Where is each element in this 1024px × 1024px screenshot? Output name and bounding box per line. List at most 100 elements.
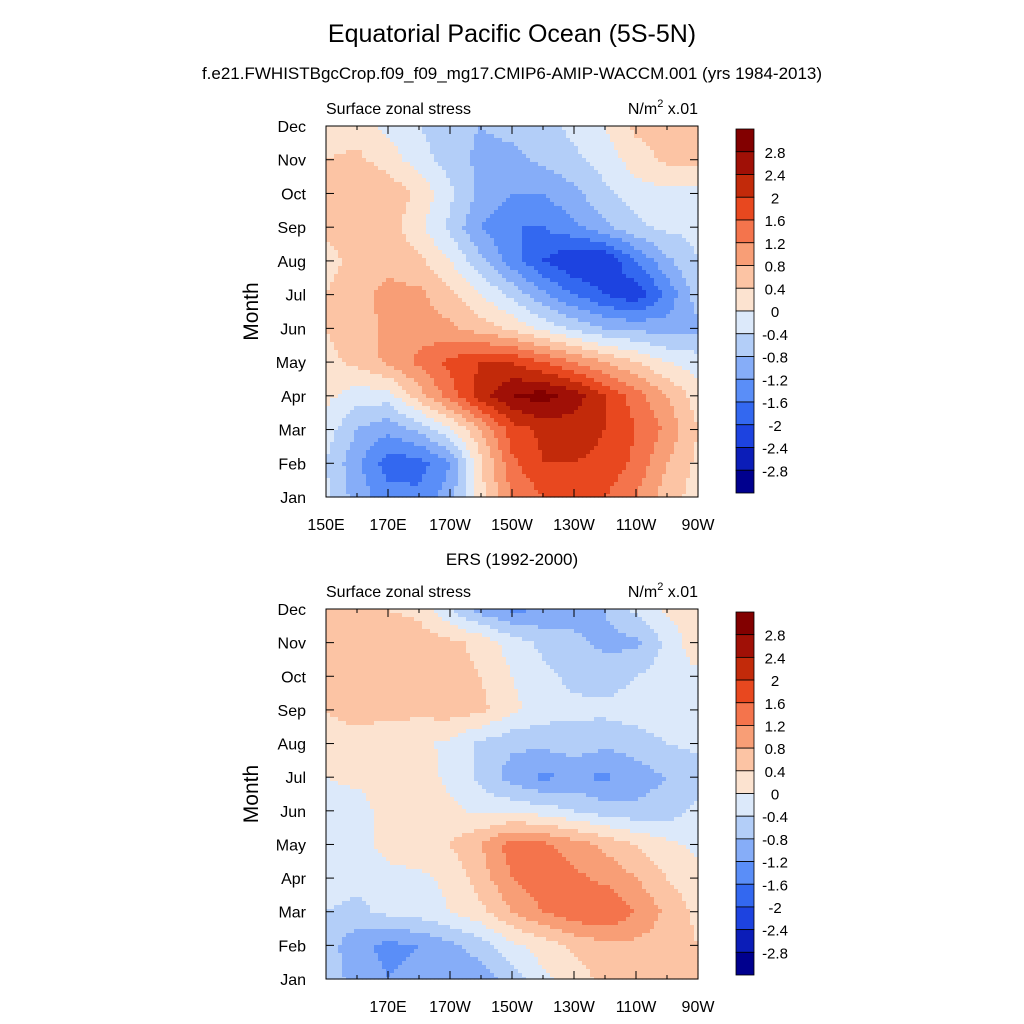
contour-cell: [430, 198, 435, 203]
contour-cell: [482, 286, 487, 291]
contour-cell: [466, 206, 471, 211]
contour-cell: [662, 158, 667, 163]
contour-cell: [334, 126, 339, 131]
contour-cell: [478, 178, 483, 183]
contour-cell: [562, 286, 567, 291]
contour-cell: [338, 178, 343, 183]
contour-cell: [650, 154, 655, 159]
contour-cell: [538, 338, 543, 343]
contour-cell: [658, 258, 663, 263]
contour-cell: [558, 286, 563, 291]
contour-cell: [374, 158, 379, 163]
contour-cell: [470, 222, 475, 227]
contour-cell: [398, 146, 403, 151]
contour-cell: [338, 262, 343, 267]
contour-cell: [602, 174, 607, 179]
contour-cell: [650, 198, 655, 203]
contour-cell: [566, 282, 571, 287]
contour-cell: [634, 194, 639, 199]
contour-cell: [502, 322, 507, 327]
contour-cell: [598, 250, 603, 255]
contour-cell: [602, 290, 607, 295]
contour-cell: [670, 290, 675, 295]
contour-cell: [518, 182, 523, 187]
contour-cell: [406, 238, 411, 243]
contour-cell: [414, 242, 419, 247]
contour-cell: [406, 202, 411, 207]
contour-cell: [406, 274, 411, 279]
contour-cell: [586, 286, 591, 291]
contour-cell: [386, 286, 391, 291]
contour-cell: [674, 206, 679, 211]
contour-cell: [646, 314, 651, 319]
contour-cell: [694, 230, 699, 235]
contour-cell: [618, 274, 623, 279]
contour-cell: [574, 250, 579, 255]
contour-cell: [566, 194, 571, 199]
contour-cell: [602, 302, 607, 307]
contour-cell: [450, 198, 455, 203]
contour-cell: [338, 314, 343, 319]
contour-cell: [650, 130, 655, 135]
contour-cell: [330, 314, 335, 319]
contour-cell: [478, 310, 483, 315]
contour-cell: [682, 326, 687, 331]
contour-cell: [522, 298, 527, 303]
contour-cell: [394, 314, 399, 319]
figure-title: Equatorial Pacific Ocean (5S-5N): [327, 20, 697, 48]
contour-cell: [550, 234, 555, 239]
contour-cell: [506, 338, 511, 343]
contour-cell: [326, 310, 331, 315]
contour-cell: [474, 274, 479, 279]
contour-cell: [686, 178, 691, 183]
contour-cell: [486, 126, 491, 131]
contour-cell: [398, 286, 403, 291]
contour-cell: [390, 230, 395, 235]
contour-cell: [678, 246, 683, 251]
contour-cell: [638, 138, 643, 143]
contour-cell: [638, 258, 643, 263]
contour-cell: [554, 134, 559, 139]
contour-cell: [626, 290, 631, 295]
contour-cell: [546, 298, 551, 303]
contour-cell: [414, 330, 419, 335]
contour-cell: [678, 294, 683, 299]
contour-cell: [430, 326, 435, 331]
contour-cell: [654, 126, 659, 131]
contour-cell: [582, 258, 587, 263]
contour-cell: [646, 142, 651, 147]
contour-cell: [550, 290, 555, 295]
contour-cell: [386, 302, 391, 307]
contour-cell: [670, 130, 675, 135]
contour-cell: [554, 254, 559, 259]
contour-cell: [554, 282, 559, 287]
contour-cell: [354, 170, 359, 175]
contour-cell: [630, 206, 635, 211]
contour-cell: [326, 262, 331, 267]
contour-cell: [450, 226, 455, 231]
contour-cell: [418, 242, 423, 247]
contour-cell: [518, 214, 523, 219]
contour-cell: [670, 334, 675, 339]
contour-cell: [370, 294, 375, 299]
contour-cell: [362, 306, 367, 311]
contour-cell: [378, 190, 383, 195]
contour-cell: [626, 334, 631, 339]
contour-cell: [582, 170, 587, 175]
contour-cell: [674, 334, 679, 339]
contour-cell: [338, 330, 343, 335]
contour-cell: [638, 166, 643, 171]
contour-cell: [354, 270, 359, 275]
contour-cell: [590, 334, 595, 339]
contour-cell: [526, 154, 531, 159]
contour-cell: [346, 170, 351, 175]
contour-cell: [454, 198, 459, 203]
contour-cell: [406, 258, 411, 263]
contour-cell: [466, 150, 471, 155]
contour-cell: [522, 134, 527, 139]
contour-cell: [534, 130, 539, 135]
contour-cell: [334, 238, 339, 243]
contour-cell: [538, 286, 543, 291]
contour-cell: [450, 314, 455, 319]
contour-cell: [490, 206, 495, 211]
